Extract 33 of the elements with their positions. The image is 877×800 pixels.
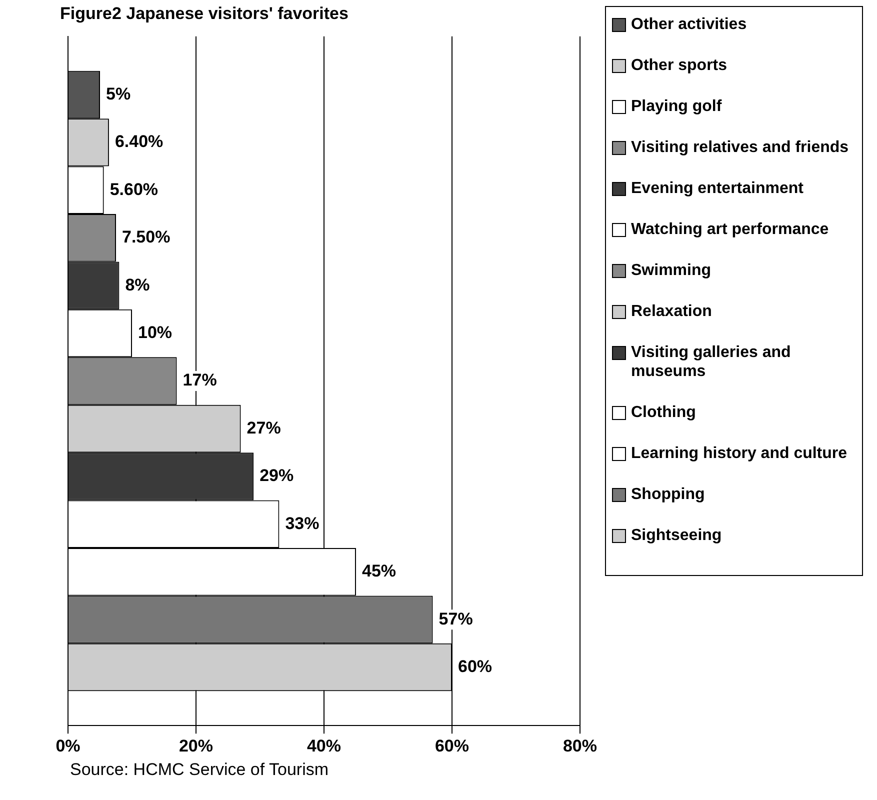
data-label: 29% [260,466,294,486]
x-tick-label: 0% [56,736,80,756]
text: Learning history and culture [631,444,848,463]
x-tick-label: 20% [178,736,214,756]
data-label: 45% [362,562,396,581]
source-note: Source: HCMC Service of Tourism [70,760,330,780]
data-label: 5% [106,84,131,104]
legend-label: Other sports [631,56,728,75]
legend-label: Evening entertainment [631,179,804,198]
text: Playing golf [631,97,722,116]
legend-label: Visiting galleries and museums [631,343,792,381]
data-label: 60% [458,656,492,676]
data-label: 57% [438,609,473,628]
x-tick-label: 60% [434,736,470,756]
legend-label: Visiting relatives and friends [631,138,849,157]
data-label: 17% [182,370,217,390]
text: Clothing [631,403,696,422]
data-label: 27% [246,418,281,438]
data-label: 5.60% [110,180,158,199]
legend-label: Other activities [631,15,747,34]
legend-label: Relaxation [631,302,712,321]
data-label: 6.40% [114,132,164,152]
text: Watching art performance [631,220,829,239]
legend-label: Swimming [631,261,712,280]
chart-title: Figure2 Japanese visitors' favorites [60,4,348,23]
legend-label: Shopping [631,485,705,504]
x-tick-label: 40% [306,736,342,756]
data-label: 7.50% [122,228,170,247]
data-label: 33% [285,514,320,533]
data-label: 8% [125,275,150,294]
data-label: 10% [138,322,172,342]
legend-label: Sightseeing [631,526,722,545]
x-tick-label: 80% [562,736,598,756]
